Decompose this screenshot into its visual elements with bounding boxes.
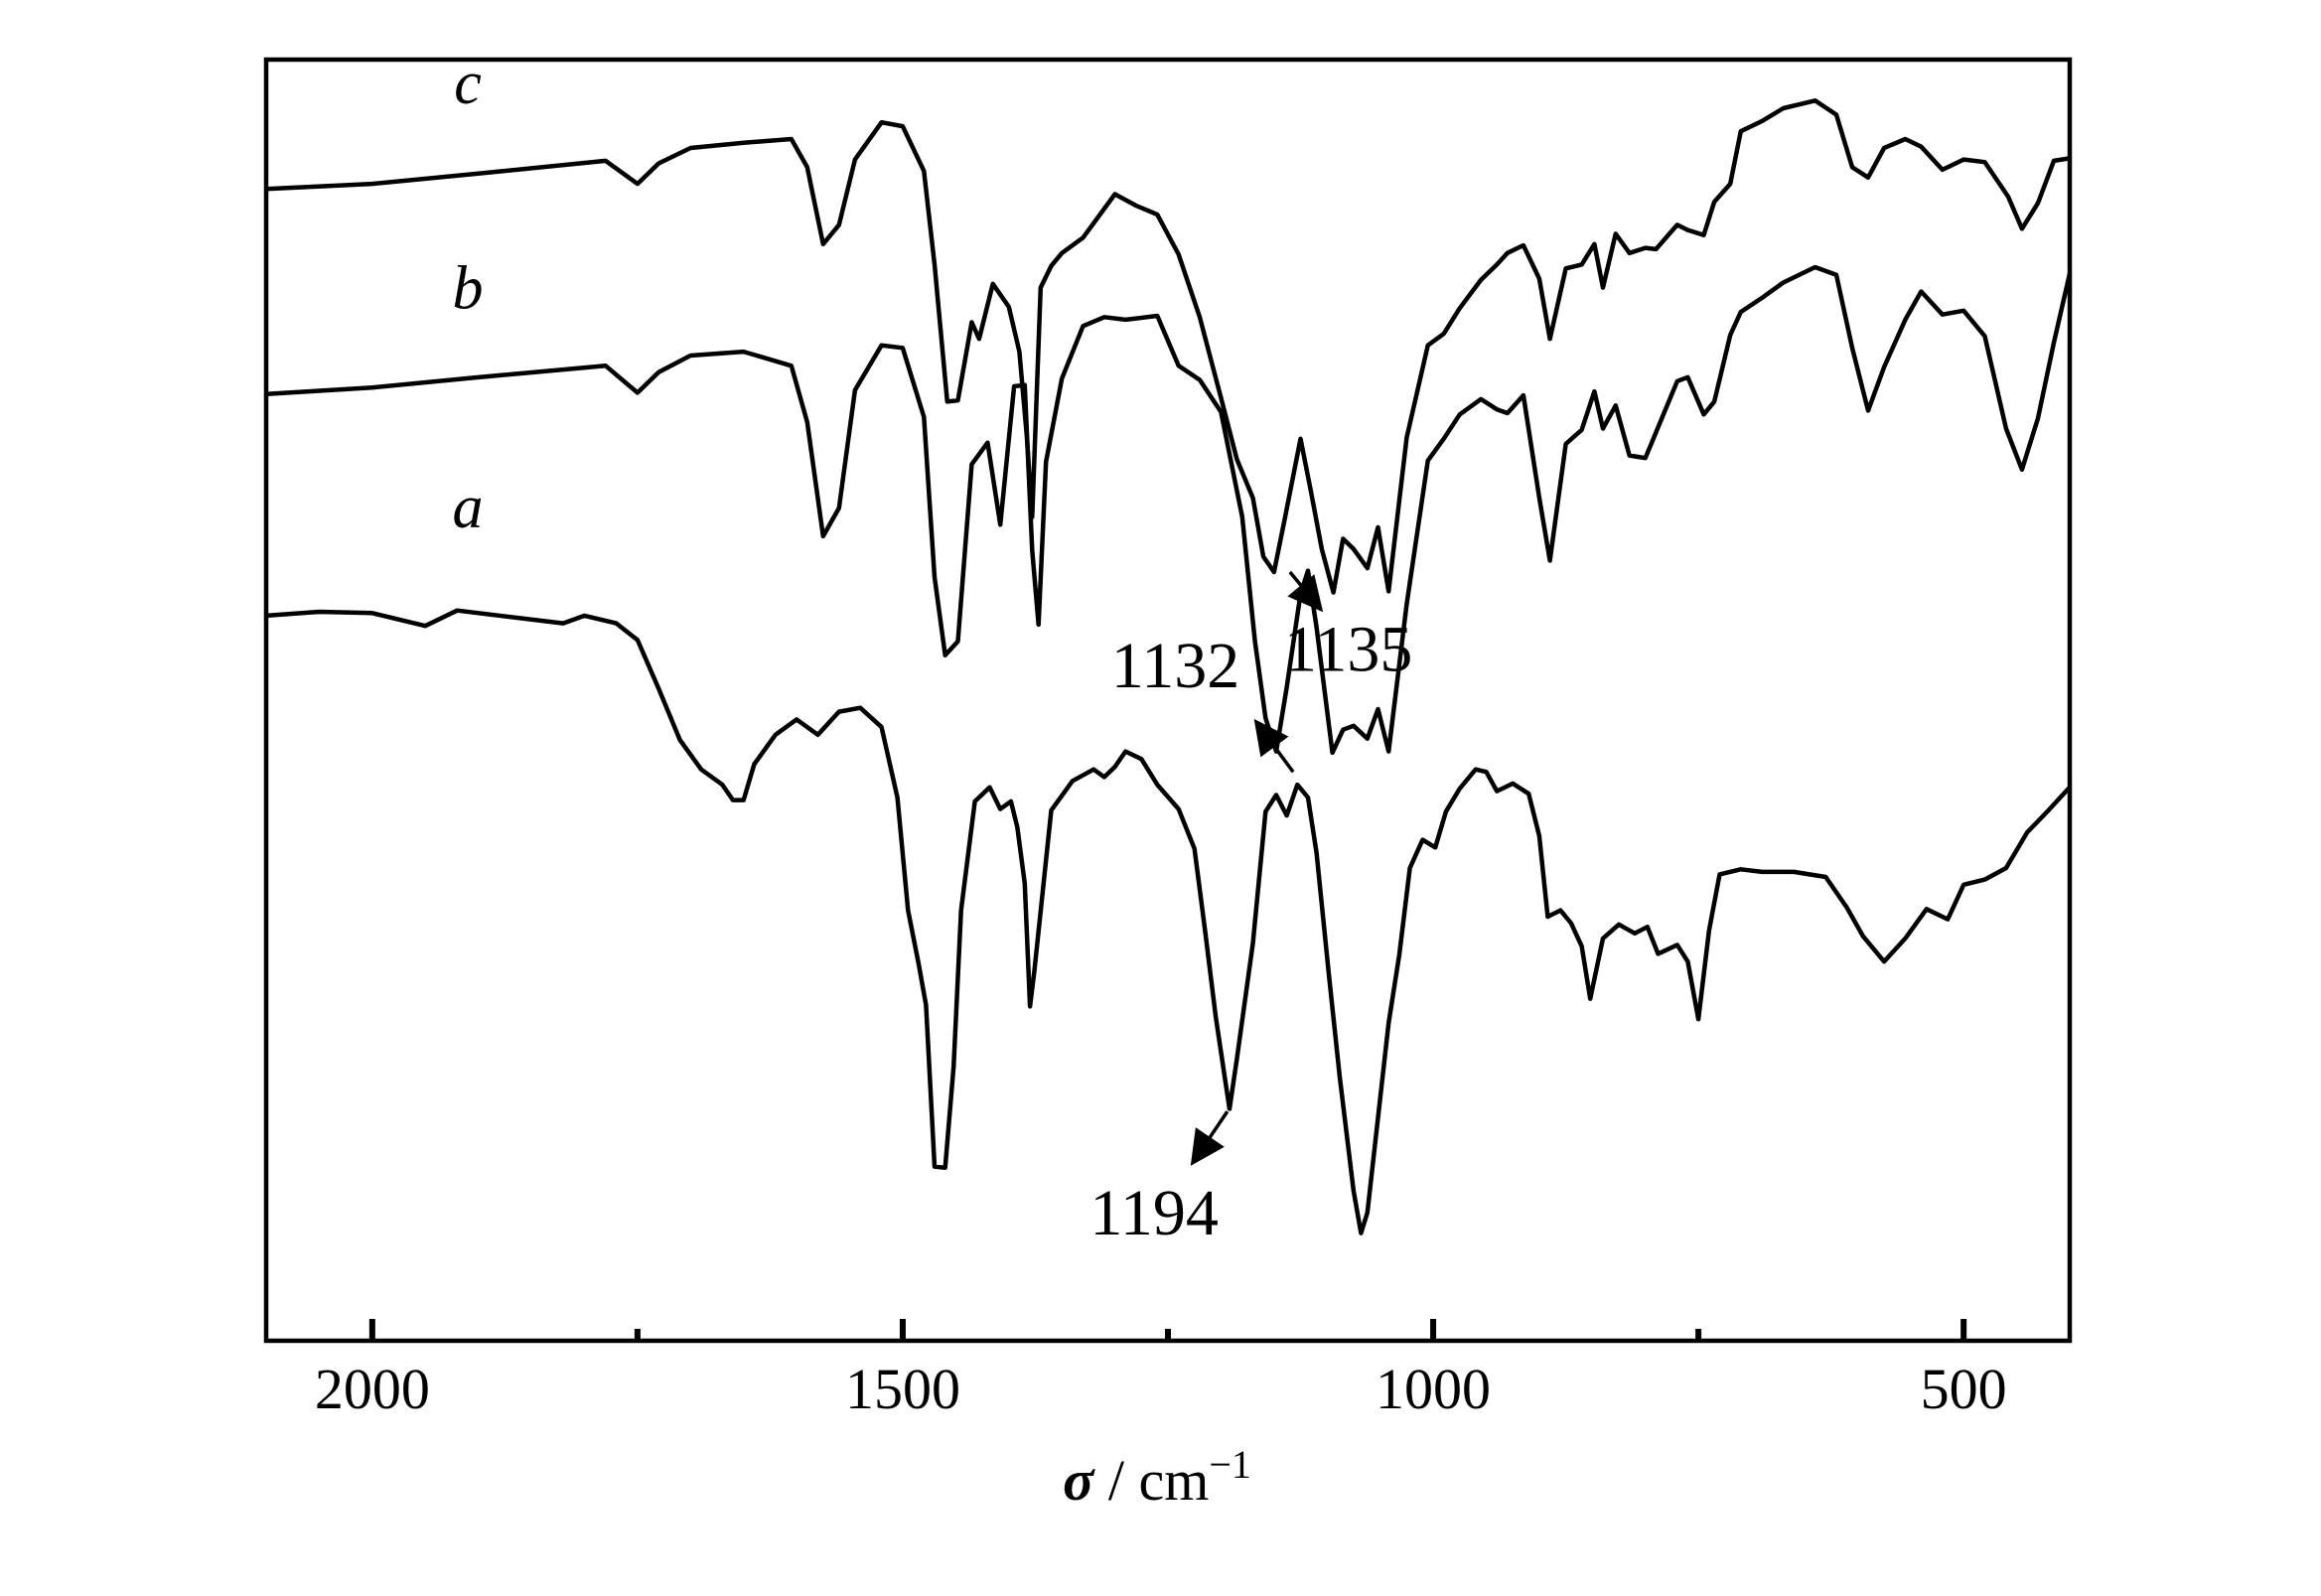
peak-annotation-1194: 1194 [1089,1177,1219,1249]
series-label-c: c [454,50,482,117]
series-label-b: b [452,254,483,322]
series-line-a [266,608,2070,1235]
peak-annotation-1135: 1135 [1284,613,1413,685]
plot-frame [263,57,2073,1344]
x-axis-symbol: σ [1063,1448,1095,1513]
annotation-arrow-1135 [1287,570,1324,613]
x-tick-label: 1000 [1376,1357,1491,1421]
peak-annotation-1132: 1132 [1111,630,1240,702]
series-label-a: a [452,474,483,541]
annotation-arrow-1132 [1253,718,1295,774]
series-line-c [266,98,2070,595]
annotation-arrow-1194 [1190,1110,1230,1166]
x-tick-label: 2000 [315,1357,430,1421]
series-line-b [266,264,2070,756]
x-axis-exponent: −1 [1209,1442,1251,1487]
x-axis-label: σ / cm−1 [1063,1442,1251,1514]
x-axis-unit: / cm [1093,1448,1209,1513]
x-tick-label: 500 [1921,1357,2007,1421]
x-tick-label: 1500 [845,1357,960,1421]
